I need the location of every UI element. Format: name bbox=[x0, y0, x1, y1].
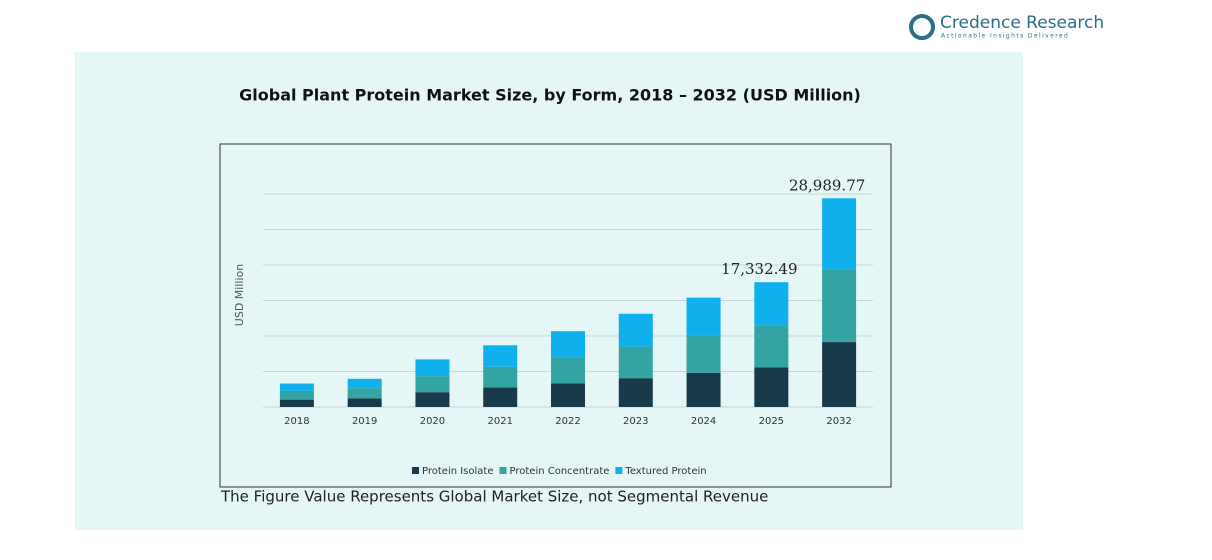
legend-label: Protein Isolate bbox=[422, 466, 494, 477]
bar-segment bbox=[279, 383, 314, 391]
bar-segment bbox=[618, 313, 653, 347]
bar-segment bbox=[415, 359, 450, 377]
bar-segment bbox=[279, 399, 314, 407]
x-tick-label: 2022 bbox=[555, 416, 580, 427]
bar-segment bbox=[415, 376, 450, 393]
bar-segment bbox=[618, 378, 653, 407]
bar-segment bbox=[551, 383, 585, 407]
tagline: Actionable Insights Delivered bbox=[941, 33, 1069, 40]
chart-frame bbox=[219, 143, 892, 488]
bar-segment bbox=[686, 297, 721, 336]
panel bbox=[75, 52, 1023, 530]
bar-segment bbox=[347, 388, 382, 399]
bar-segment bbox=[483, 387, 518, 407]
bar-segment bbox=[754, 325, 789, 368]
legend-label: Textured Protein bbox=[624, 466, 706, 477]
bar-segment bbox=[686, 372, 721, 407]
legend-swatch bbox=[499, 467, 507, 474]
bar-segment bbox=[483, 366, 518, 388]
x-tick-label: 2020 bbox=[420, 416, 445, 427]
bar-segment bbox=[822, 269, 857, 343]
total-label: 28,989.77 bbox=[789, 176, 865, 194]
bar-segment bbox=[347, 378, 382, 389]
bar-segment bbox=[551, 331, 585, 358]
x-tick-label: 2025 bbox=[759, 416, 784, 427]
footnote: The Figure Value Represents Global Marke… bbox=[220, 488, 768, 506]
bar-segment bbox=[686, 335, 721, 373]
total-label: 17,332.49 bbox=[721, 260, 797, 278]
chart-title: Global Plant Protein Market Size, by For… bbox=[239, 86, 861, 105]
bar-segment bbox=[415, 392, 450, 407]
legend-swatch bbox=[412, 467, 419, 474]
bar-segment bbox=[347, 398, 382, 407]
legend-label: Protein Concentrate bbox=[510, 466, 610, 477]
x-tick-label: 2019 bbox=[352, 416, 377, 427]
bar-segment bbox=[754, 367, 789, 407]
legend-swatch bbox=[615, 467, 623, 474]
bar-segment bbox=[551, 357, 585, 384]
bar-segment bbox=[279, 390, 314, 400]
x-tick-label: 2032 bbox=[826, 416, 851, 427]
logo-icon bbox=[909, 14, 935, 40]
x-tick-label: 2023 bbox=[623, 416, 648, 427]
bar-segment bbox=[822, 198, 857, 270]
bar-segment bbox=[618, 346, 653, 379]
x-tick-label: 2021 bbox=[487, 416, 512, 427]
brand: Credence Research bbox=[940, 13, 1104, 33]
bar-segment bbox=[822, 342, 857, 407]
x-tick-label: 2024 bbox=[691, 416, 716, 427]
x-tick-label: 2018 bbox=[284, 416, 309, 427]
bar-segment bbox=[754, 282, 789, 326]
y-axis-label: USD Million bbox=[233, 264, 246, 326]
bar-segment bbox=[483, 345, 518, 367]
